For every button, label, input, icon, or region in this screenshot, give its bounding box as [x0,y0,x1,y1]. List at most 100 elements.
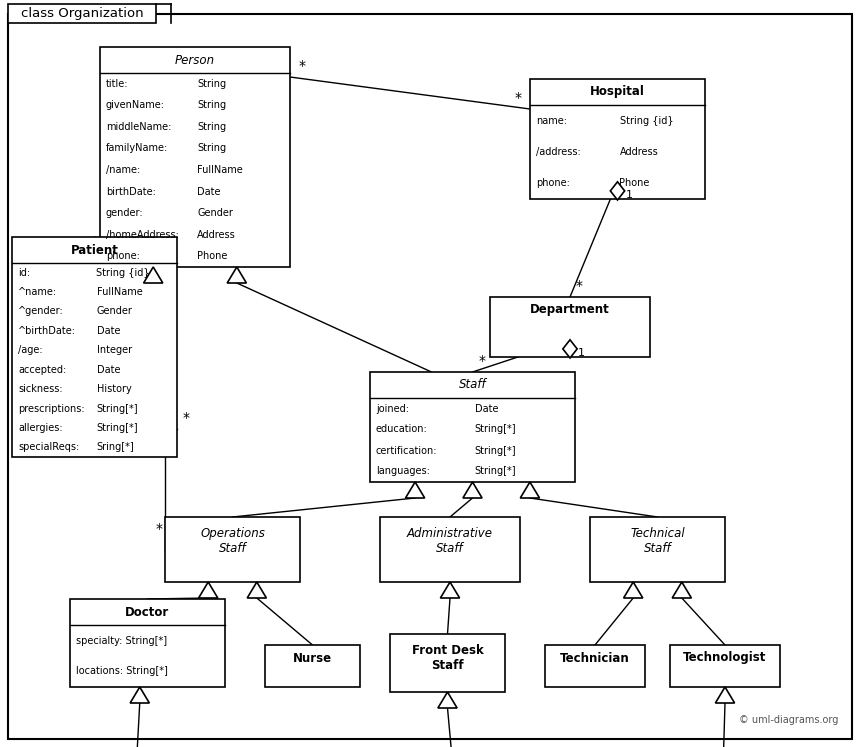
Text: String {id}: String {id} [619,116,673,125]
Polygon shape [673,582,691,598]
Text: © uml-diagrams.org: © uml-diagrams.org [739,715,838,725]
Text: phone:: phone: [536,179,570,188]
Text: Front Desk
Staff: Front Desk Staff [412,644,483,672]
Bar [370,372,575,482]
Bar [490,297,650,357]
Text: History: History [96,384,132,394]
Text: Date: Date [96,326,120,336]
Text: /homeAddress:: /homeAddress: [106,229,179,240]
Text: String: String [197,143,226,153]
Text: String: String [197,100,226,111]
Text: Gender: Gender [197,208,233,218]
Polygon shape [247,582,267,598]
Text: String[*]: String[*] [475,445,516,456]
Polygon shape [199,582,218,598]
Text: *: * [514,91,521,105]
Bar [530,79,705,199]
Polygon shape [520,482,539,498]
Text: Integer: Integer [96,345,132,356]
Text: specialReqs:: specialReqs: [18,442,79,452]
Text: gender:: gender: [106,208,144,218]
Text: middleName:: middleName: [106,122,171,132]
Text: accepted:: accepted: [18,365,66,375]
Bar [265,645,360,687]
Text: /address:: /address: [536,147,580,157]
Text: Date: Date [475,403,498,414]
Text: /age:: /age: [18,345,43,356]
Text: certification:: certification: [376,445,438,456]
Bar [590,517,725,582]
Text: id:: id: [18,267,30,278]
Text: *: * [576,279,583,293]
Text: FullName: FullName [197,165,243,175]
Bar [12,237,177,457]
Bar [390,634,505,692]
Text: String[*]: String[*] [96,403,138,414]
Text: allergies:: allergies: [18,423,63,433]
Text: *: * [478,354,486,368]
Text: ^gender:: ^gender: [18,306,64,317]
Text: class Organization: class Organization [21,7,144,20]
Text: familyName:: familyName: [106,143,169,153]
Polygon shape [144,267,163,283]
Text: Technical
Staff: Technical Staff [630,527,685,555]
Text: languages:: languages: [376,466,430,477]
Text: title:: title: [106,78,128,89]
Text: String: String [197,122,226,132]
Text: education:: education: [376,424,427,435]
Text: Doctor: Doctor [126,606,169,619]
Text: Person: Person [175,54,215,66]
Text: specialty: String[*]: specialty: String[*] [76,636,167,645]
Polygon shape [463,482,482,498]
Text: String: String [197,78,226,89]
Text: *: * [298,59,305,73]
Bar [8,4,156,23]
Text: *: * [183,411,190,425]
Text: Administrative
Staff: Administrative Staff [407,527,493,555]
Text: /name:: /name: [106,165,140,175]
Text: Patient: Patient [71,244,119,256]
Text: String[*]: String[*] [475,466,516,477]
Text: Phone: Phone [197,251,227,261]
Text: 1: 1 [578,348,585,358]
Text: Sring[*]: Sring[*] [96,442,134,452]
Text: *: * [156,521,163,536]
Polygon shape [438,692,458,708]
Polygon shape [562,340,577,358]
Text: FullName: FullName [96,287,142,297]
Text: ^name:: ^name: [18,287,57,297]
Polygon shape [227,267,247,283]
Text: Nurse: Nurse [293,651,332,665]
Text: Phone: Phone [619,179,650,188]
Text: joined:: joined: [376,403,409,414]
Polygon shape [624,582,642,598]
Text: birthDate:: birthDate: [106,187,156,196]
Polygon shape [130,687,150,703]
Text: phone:: phone: [106,251,140,261]
Text: Date: Date [197,187,220,196]
Text: sickness:: sickness: [18,384,63,394]
Text: Hospital: Hospital [590,85,645,99]
Text: Technologist: Technologist [684,651,766,665]
Text: locations: String[*]: locations: String[*] [76,666,168,677]
Polygon shape [406,482,425,498]
Bar [545,645,645,687]
Polygon shape [716,687,734,703]
Text: Technician: Technician [560,651,630,665]
Text: 1: 1 [625,190,632,200]
Text: String {id}: String {id} [96,267,150,278]
Bar [670,645,780,687]
Text: Address: Address [619,147,658,157]
Text: Department: Department [530,303,610,317]
Bar [380,517,520,582]
Polygon shape [611,182,624,200]
Text: Staff: Staff [458,379,486,391]
Text: name:: name: [536,116,567,125]
Bar [100,47,290,267]
Polygon shape [440,582,459,598]
Text: String[*]: String[*] [96,423,138,433]
Text: prescriptions:: prescriptions: [18,403,84,414]
Text: Gender: Gender [96,306,132,317]
Text: Date: Date [96,365,120,375]
Bar [70,599,225,687]
